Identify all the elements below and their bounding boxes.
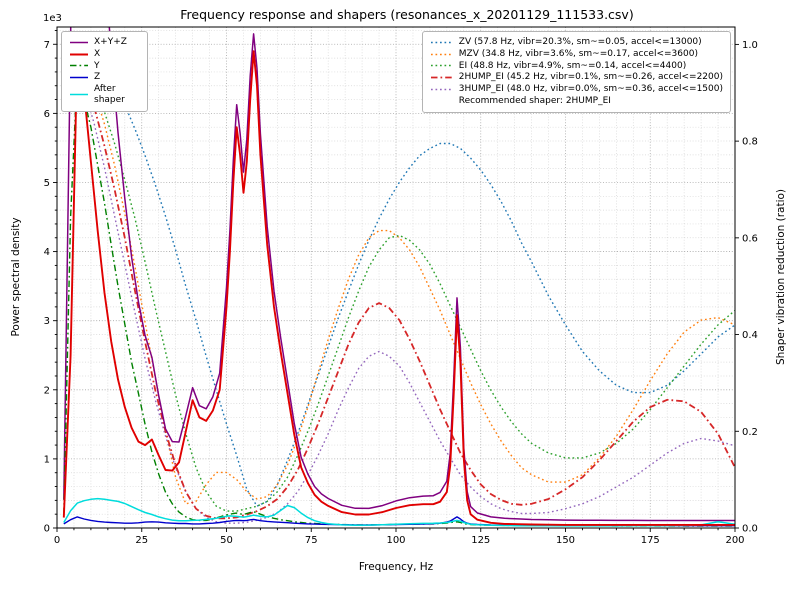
axis-ticks — [53, 30, 739, 532]
legend-item-y: Y — [69, 61, 140, 72]
svg-text:2: 2 — [44, 385, 50, 396]
legend-label-3hump-ei: 3HUMP_EI (48.0 Hz, vibr=0.0%, sm~=0.36, … — [458, 84, 723, 95]
svg-text:5: 5 — [44, 178, 50, 189]
legend-label-y: Y — [94, 60, 100, 71]
svg-text:0.8: 0.8 — [742, 137, 758, 148]
legend-line-after-shaper-icon — [69, 90, 89, 99]
legend-psd: X+Y+Z X Y Z After shaper — [61, 31, 148, 112]
curve-after-shaper — [63, 497, 735, 527]
chart-title: Frequency response and shapers (resonanc… — [180, 7, 634, 22]
svg-text:200: 200 — [725, 535, 744, 546]
legend-item-2hump-ei: 2HUMP_EI (45.2 Hz, vibr=0.1%, sm~=0.26, … — [430, 72, 723, 83]
curve-x — [62, 46, 735, 526]
svg-text:0: 0 — [44, 524, 50, 535]
legend-label-ei: EI (48.8 Hz, vibr=4.9%, sm~=0.14, accel<… — [458, 60, 687, 71]
curve-3hump-ei — [63, 44, 735, 524]
curve-ei — [63, 43, 735, 512]
y-axis-offset-label: 1e3 — [43, 13, 62, 24]
legend-line-2hump-ei-icon — [430, 73, 454, 82]
curve-x-y-z-sum — [63, 27, 735, 522]
curve-2hump-ei — [63, 43, 735, 520]
svg-text:0.6: 0.6 — [742, 233, 758, 244]
svg-text:7: 7 — [44, 40, 50, 51]
legend-label-mzv: MZV (34.8 Hz, vibr=3.6%, sm~=0.17, accel… — [458, 48, 698, 59]
legend-item-after-shaper: After shaper — [69, 84, 140, 106]
legend-label-xyz: X+Y+Z — [94, 37, 127, 47]
svg-text:75: 75 — [305, 535, 318, 546]
legend-item-mzv: MZV (34.8 Hz, vibr=3.6%, sm~=0.17, accel… — [430, 49, 723, 60]
legend-line-z-icon — [69, 73, 89, 82]
svg-text:125: 125 — [471, 535, 490, 546]
curve-zv — [63, 43, 735, 507]
curve-y — [63, 71, 735, 527]
legend-label-after-shaper: After shaper — [94, 84, 125, 105]
legend-item-z: Z — [69, 72, 140, 83]
legend-line-ei-icon — [430, 61, 454, 70]
svg-text:1: 1 — [44, 454, 50, 465]
svg-text:0.0: 0.0 — [742, 524, 758, 535]
y-axis-label-left: Power spectral density — [10, 217, 22, 337]
svg-text:1.0: 1.0 — [742, 40, 758, 51]
legend-line-xyz-icon — [69, 38, 89, 47]
legend-line-3hump-ei-icon — [430, 85, 454, 94]
svg-text:3: 3 — [44, 316, 50, 327]
legend-item-zv: ZV (57.8 Hz, vibr=20.3%, sm~=0.05, accel… — [430, 37, 723, 48]
legend-line-mzv-icon — [430, 50, 454, 59]
svg-text:100: 100 — [386, 535, 405, 546]
svg-text:0.4: 0.4 — [742, 330, 758, 341]
svg-text:50: 50 — [220, 535, 233, 546]
legend-label-z: Z — [94, 72, 101, 83]
x-axis-label: Frequency, Hz — [358, 561, 434, 573]
svg-text:0: 0 — [54, 535, 60, 546]
legend-label-recommended: Recommended shaper: 2HUMP_EI — [458, 95, 611, 106]
svg-text:4: 4 — [44, 247, 50, 258]
legend-item-xyz: X+Y+Z — [69, 37, 140, 48]
legend-item-recommended: Recommended shaper: 2HUMP_EI — [430, 96, 723, 107]
legend-shapers: ZV (57.8 Hz, vibr=20.3%, sm~=0.05, accel… — [421, 31, 731, 113]
svg-text:0.2: 0.2 — [742, 427, 758, 438]
legend-label-zv: ZV (57.8 Hz, vibr=20.3%, sm~=0.05, accel… — [458, 37, 702, 47]
legend-label-2hump-ei: 2HUMP_EI (45.2 Hz, vibr=0.1%, sm~=0.26, … — [458, 72, 723, 83]
legend-item-ei: EI (48.8 Hz, vibr=4.9%, sm~=0.14, accel<… — [430, 61, 723, 72]
y-axis-label-right: Shaper vibration reduction (ratio) — [775, 188, 787, 366]
svg-text:150: 150 — [556, 535, 575, 546]
legend-item-x: X — [69, 49, 140, 60]
axis-tick-labels: 0 25 50 75 100 125 150 175 200 0 1 2 3 4 5 6 7 0.0 0.2 0.4 0… — [44, 40, 758, 546]
legend-line-y-icon — [69, 61, 89, 70]
legend-line-zv-icon — [430, 38, 454, 47]
curves — [62, 27, 735, 527]
legend-label-x: X — [94, 48, 101, 59]
svg-text:6: 6 — [44, 109, 50, 120]
legend-line-x-icon — [69, 50, 89, 59]
svg-text:25: 25 — [135, 535, 148, 546]
legend-item-3hump-ei: 3HUMP_EI (48.0 Hz, vibr=0.0%, sm~=0.36, … — [430, 84, 723, 95]
svg-text:175: 175 — [641, 535, 660, 546]
